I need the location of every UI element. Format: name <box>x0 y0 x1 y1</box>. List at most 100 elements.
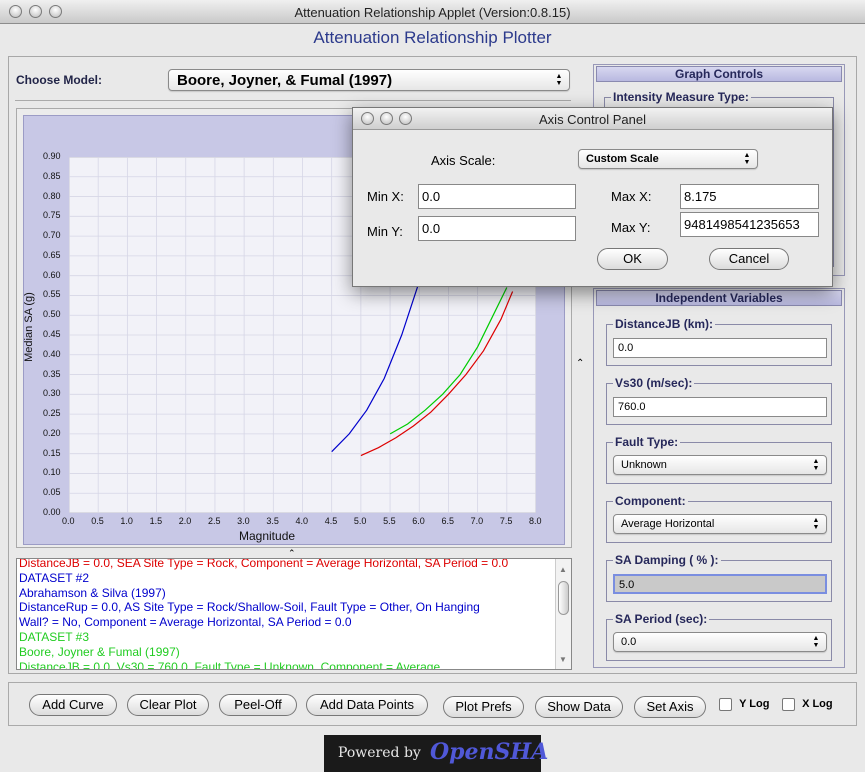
graph-controls-header: Graph Controls <box>596 66 842 82</box>
independent-variables-header: Independent Variables <box>596 290 842 306</box>
show-data-button[interactable]: Show Data <box>535 696 623 718</box>
x-log-label: X Log <box>802 698 833 711</box>
window-title: Attenuation Relationship Applet (Version… <box>294 5 571 20</box>
component-group: Component: Average Horizontal ▲ ▼ <box>606 494 832 543</box>
y-log-toggle[interactable]: Y Log <box>719 698 769 711</box>
y-tick-label: 0.50 <box>43 309 61 320</box>
info-text-panel[interactable]: DistanceJB = 0.0, SEA Site Type = Rock, … <box>16 558 572 670</box>
y-tick-label: 0.10 <box>43 467 61 478</box>
x-tick-label: 4.5 <box>324 516 338 526</box>
zoom-window-icon[interactable] <box>49 5 62 18</box>
opensha-logo[interactable]: Powered by OpenSHA <box>324 735 548 772</box>
y-tick-label: 0.00 <box>43 507 61 517</box>
x-log-checkbox[interactable] <box>782 698 795 711</box>
select-arrows-icon: ▲ ▼ <box>743 152 751 166</box>
dialog-title: Axis Control Panel <box>539 112 646 127</box>
y-tick-label: 0.65 <box>43 249 61 260</box>
dialog-close-icon[interactable] <box>361 112 374 125</box>
info-line: DistanceJB = 0.0, SEA Site Type = Rock, … <box>19 558 509 570</box>
dialog-minimize-icon[interactable] <box>380 112 393 125</box>
divider <box>15 100 571 101</box>
chart-panel: Magnitude Median SA (g) 0.00 0.05 0.10 0.15… <box>16 108 572 548</box>
x-tick-label: 4.0 <box>295 516 309 526</box>
min-y-label: Min Y: <box>367 224 403 239</box>
set-axis-button[interactable]: Set Axis <box>634 696 706 718</box>
axis-scale-select[interactable]: Custom Scale ▲ ▼ <box>578 149 758 169</box>
y-tick-label: 0.45 <box>43 329 61 339</box>
distance-input[interactable]: 0.0 <box>613 338 827 358</box>
add-data-points-button[interactable]: Add Data Points <box>306 694 428 716</box>
info-scrollbar[interactable]: ▲ ▼ <box>555 559 571 669</box>
x-tick-label: 6.0 <box>412 516 425 526</box>
select-arrows-icon: ▲ ▼ <box>812 458 820 472</box>
model-select[interactable]: Boore, Joyner, & Fumal (1997) ▲ ▼ <box>168 69 570 91</box>
min-x-input[interactable]: 0.0 <box>418 184 576 209</box>
vs30-input[interactable]: 760.0 <box>613 397 827 417</box>
x-log-toggle[interactable]: X Log <box>782 698 833 711</box>
scroll-down-icon[interactable]: ▼ <box>559 655 567 664</box>
minimize-window-icon[interactable] <box>29 5 42 18</box>
max-y-label: Max Y: <box>611 220 651 235</box>
split-handle-icon[interactable]: ⌃ <box>288 548 296 558</box>
y-tick-label: 0.40 <box>43 348 61 359</box>
scroll-up-icon[interactable]: ▲ <box>559 565 567 574</box>
app-heading: Attenuation Relationship Plotter <box>313 28 552 47</box>
component-value: Average Horizontal <box>621 518 715 530</box>
distance-label: DistanceJB (km): <box>613 317 716 331</box>
close-window-icon[interactable] <box>9 5 22 18</box>
y-tick-label: 0.55 <box>43 289 61 300</box>
clear-plot-button[interactable]: Clear Plot <box>127 694 209 716</box>
y-log-checkbox[interactable] <box>719 698 732 711</box>
damping-input[interactable]: 5.0 <box>613 574 827 594</box>
x-tick-label: 5.5 <box>383 516 396 526</box>
fault-type-value: Unknown <box>621 459 667 471</box>
model-select-value: Boore, Joyner, & Fumal (1997) <box>177 72 393 89</box>
y-axis-label: Median SA (g) <box>23 292 35 362</box>
x-tick-label: 8.0 <box>529 516 542 526</box>
independent-variables-panel: Independent Variables DistanceJB (km): 0… <box>593 288 845 668</box>
fault-type-label: Fault Type: <box>613 435 681 449</box>
series-line-3 <box>360 291 514 457</box>
period-value: 0.0 <box>621 636 637 648</box>
x-tick-label: 2.0 <box>178 516 192 526</box>
y-tick-label: 0.20 <box>43 427 61 438</box>
x-tick-label: 1.5 <box>149 516 163 526</box>
y-tick-label: 0.25 <box>43 408 61 419</box>
period-select[interactable]: 0.0 ▲ ▼ <box>613 632 827 652</box>
x-tick-label: 2.5 <box>207 516 221 526</box>
y-tick-label: 0.15 <box>43 447 61 458</box>
distance-group: DistanceJB (km): 0.0 <box>606 317 832 366</box>
max-y-input[interactable]: 9481498541235653 <box>680 212 819 237</box>
ok-button[interactable]: OK <box>597 248 668 270</box>
select-arrows-icon: ▲ ▼ <box>555 73 563 87</box>
add-curve-button[interactable]: Add Curve <box>29 694 117 716</box>
max-x-input[interactable]: 8.175 <box>680 184 819 209</box>
info-line: DATASET #3 <box>19 629 90 644</box>
collapse-handle-icon[interactable]: ⌃ <box>576 358 585 369</box>
scroll-thumb[interactable] <box>558 581 569 615</box>
axis-scale-value: Custom Scale <box>586 153 659 165</box>
vs30-group: Vs30 (m/sec): 760.0 <box>606 376 832 425</box>
cancel-button[interactable]: Cancel <box>709 248 789 270</box>
info-line: DistanceJB = 0.0, Vs30 = 760.0, Fault Ty… <box>19 659 441 670</box>
y-tick-label: 0.35 <box>43 368 61 379</box>
bottom-toolbar <box>8 682 857 726</box>
dialog-zoom-icon[interactable] <box>399 112 412 125</box>
x-tick-label: 7.5 <box>499 516 513 526</box>
brand-text: OpenSHA <box>430 739 549 765</box>
x-tick-label: 5.0 <box>353 516 367 526</box>
plot-prefs-button[interactable]: Plot Prefs <box>443 696 524 718</box>
y-tick-label: 0.85 <box>43 170 61 181</box>
x-tick-label: 1.0 <box>120 516 133 526</box>
axis-control-dialog: Axis Control Panel Axis Scale: Custom Sc… <box>352 107 833 287</box>
min-y-input[interactable]: 0.0 <box>418 216 576 241</box>
x-tick-label: 0.0 <box>62 516 75 526</box>
fault-type-select[interactable]: Unknown ▲ ▼ <box>613 455 827 475</box>
peel-off-button[interactable]: Peel-Off <box>219 694 297 716</box>
choose-model-label: Choose Model: <box>16 73 102 87</box>
y-tick-label: 0.80 <box>43 190 61 201</box>
component-label: Component: <box>613 494 688 508</box>
component-select[interactable]: Average Horizontal ▲ ▼ <box>613 514 827 534</box>
axis-scale-label: Axis Scale: <box>431 153 496 168</box>
info-line: Abrahamson & Silva (1997) <box>19 585 166 600</box>
